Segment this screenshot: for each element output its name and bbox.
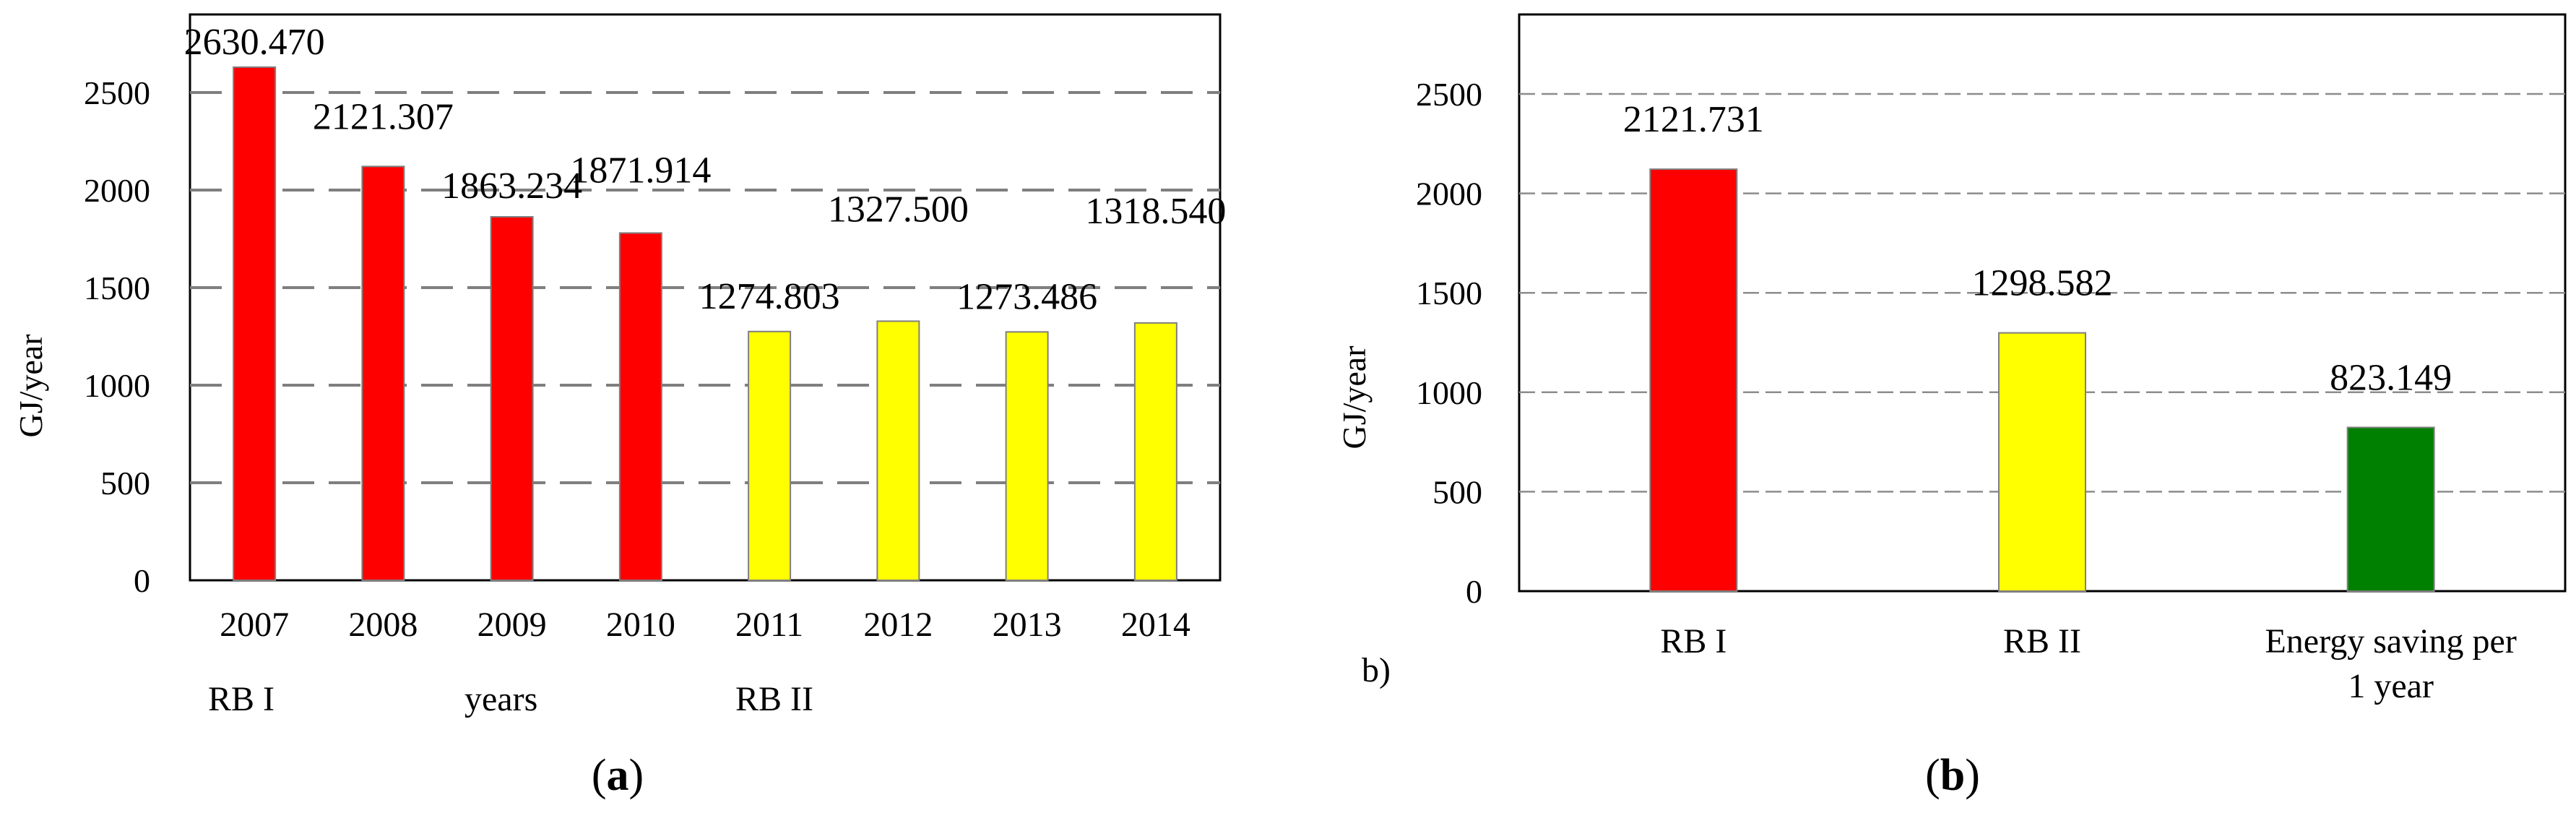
chart-a-data-label: 1274.803 [699,276,840,317]
chart-a-bar-2014 [1133,322,1177,581]
chart-b-y-tick: 2000 [1416,176,1482,212]
chart-a-y-tick: 0 [134,562,150,599]
chart-b-y-tick: 500 [1432,473,1482,510]
chart-a-data-label: 1863.234 [441,165,582,207]
chart-a-data-label: 1871.914 [570,150,711,191]
chart-a-y-tick-labels: 0 500 1000 1500 2000 2500 [84,74,150,599]
chart-a-data-label: 2121.307 [313,96,454,137]
chart-a-category-label: 2010 [606,606,675,644]
chart-b-category-label: RB I [1660,622,1726,661]
chart-a-y-tick: 1000 [84,367,150,404]
chart-a-data-label: 1273.486 [956,276,1097,317]
chart-a-y-axis-label: GJ/year [12,334,49,437]
chart-b-category-label: Energy saving per [2265,622,2516,661]
chart-a-category-label: 2007 [220,606,289,644]
chart-b-data-labels: 2121.731 1298.582 823.149 [1623,99,2452,398]
chart-a-bar-2010 [618,232,662,581]
panel-label-b-letter: b [1940,751,1965,800]
chart-a-data-label: 1327.500 [828,189,969,230]
chart-a-y-tick: 1500 [84,270,150,306]
chart-a: 0 500 1000 1500 2000 2500 2007 2008 2009 2010 201… [12,13,1227,800]
chart-b-bar-1 [1649,168,1738,593]
chart-b-category-label: RB II [2003,622,2081,661]
chart-a-bar-2007 [233,66,277,581]
chart-a-bars [233,66,1177,581]
chart-a-bar-2013 [1005,331,1049,581]
chart-a-bar-2008 [361,165,405,581]
chart-b: 0 500 1000 1500 2000 2500 RB I RB II Energy sav… [1336,13,2567,800]
chart-a-data-label: 2630.470 [184,22,325,63]
chart-b-data-label: 2121.731 [1623,99,1764,140]
chart-b-bars [1649,168,2435,593]
chart-b-bar-2 [1998,332,2086,592]
chart-a-y-tick: 2000 [84,172,150,209]
chart-a-category-label: 2014 [1121,606,1190,644]
chart-a-group-label-rb1: RB I [208,680,275,718]
chart-a-bar-2009 [490,215,534,581]
chart-a-y-tick: 500 [100,465,150,502]
chart-a-category-label: 2012 [863,606,933,644]
panel-label-b: (b) [1925,751,1980,800]
chart-a-category-label: 2008 [348,606,418,644]
chart-a-y-tick: 2500 [84,74,150,111]
chart-a-bar-2011 [748,330,792,581]
chart-a-category-label: 2009 [477,606,547,644]
chart-a-group-label-years: years [464,680,537,718]
chart-b-y-tick: 1500 [1416,275,1482,311]
chart-b-corner-label: b) [1362,651,1391,689]
chart-b-y-tick: 0 [1466,573,1482,610]
panel-label-a: (a) [592,751,644,800]
chart-b-y-tick: 1000 [1416,374,1482,411]
chart-b-y-axis-label: GJ/year [1336,345,1373,449]
chart-a-category-labels: 2007 2008 2009 2010 2011 2012 2013 2014 [220,606,1190,644]
chart-b-y-tick-labels: 0 500 1000 1500 2000 2500 [1416,76,1482,610]
chart-a-group-label-rb2: RB II [735,680,813,718]
chart-b-category-label: 1 year [2348,667,2434,705]
chart-b-category-labels: RB I RB II Energy saving per 1 year [1660,622,2517,705]
chart-b-data-label: 1298.582 [1972,263,2113,304]
chart-b-data-label: 823.149 [2330,357,2452,398]
chart-a-data-label: 1318.540 [1085,191,1226,232]
chart-a-bar-2012 [876,320,920,581]
chart-a-category-label: 2011 [735,606,803,644]
chart-b-bar-3 [2346,426,2435,593]
chart-b-y-tick: 2500 [1416,76,1482,113]
panel-label-a-letter: a [607,751,629,800]
chart-a-category-label: 2013 [993,606,1062,644]
